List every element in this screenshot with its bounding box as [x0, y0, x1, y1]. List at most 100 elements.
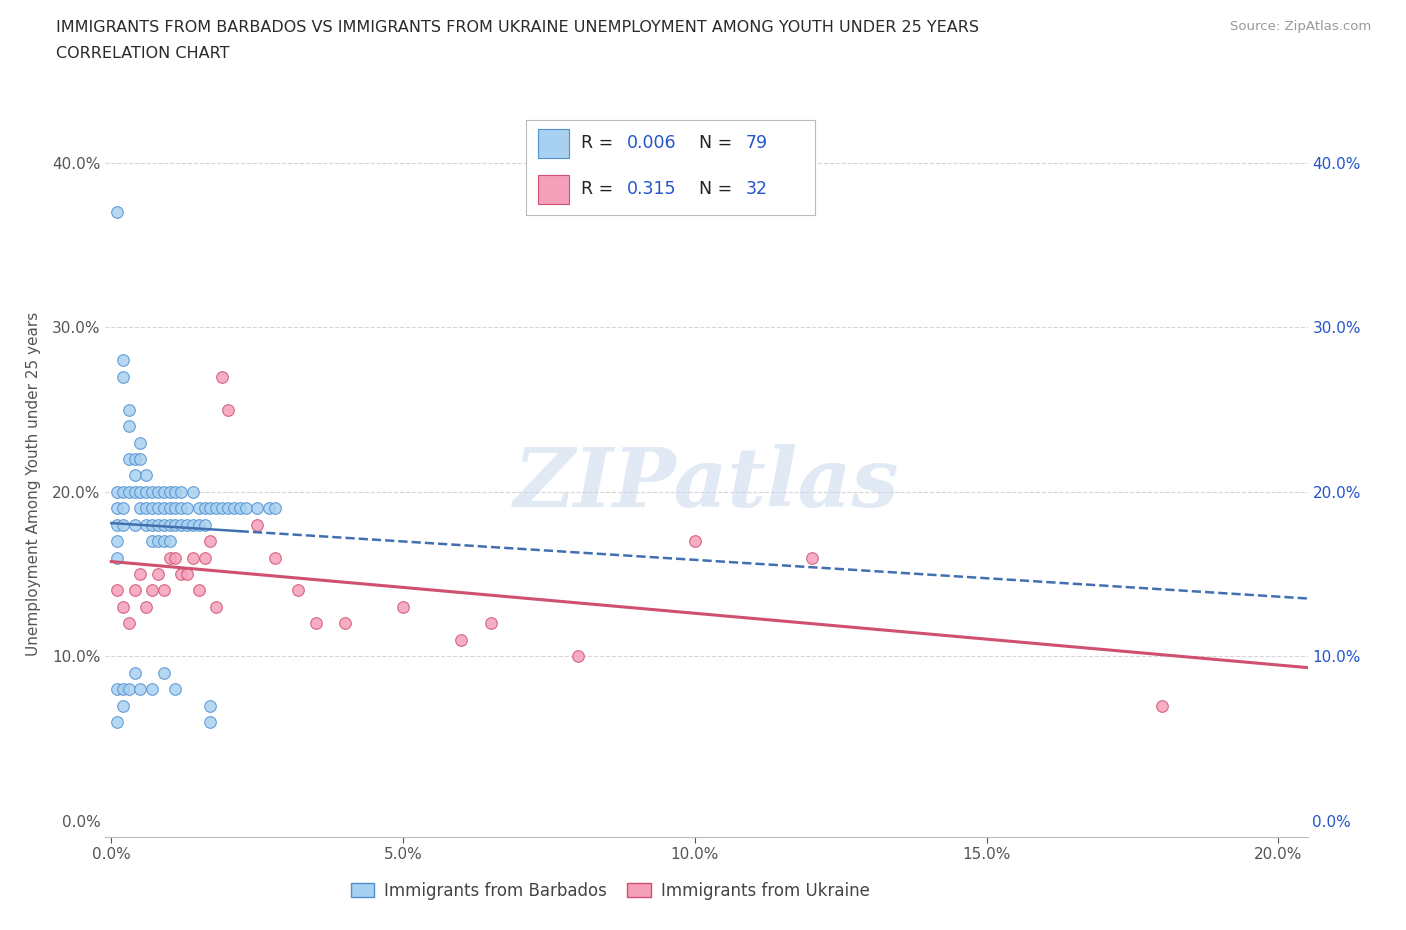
Point	[194, 551, 217, 565]
Bar	[537, 175, 569, 204]
Point	[153, 501, 176, 516]
Point	[159, 534, 181, 549]
Point	[181, 551, 204, 565]
Point	[176, 566, 198, 581]
Point	[683, 534, 706, 549]
Point	[194, 501, 217, 516]
Point	[1150, 698, 1173, 713]
Text: CORRELATION CHART: CORRELATION CHART	[56, 46, 229, 61]
Point	[105, 551, 128, 565]
Text: R =: R =	[581, 135, 619, 153]
Point	[217, 402, 239, 417]
Text: 32: 32	[745, 180, 768, 198]
Point	[205, 501, 228, 516]
Point	[141, 517, 163, 532]
Point	[111, 682, 134, 697]
Point	[246, 501, 269, 516]
Point	[135, 600, 157, 615]
Point	[124, 665, 146, 680]
Point	[159, 501, 181, 516]
Point	[211, 369, 233, 384]
Point	[170, 566, 193, 581]
Point	[153, 583, 176, 598]
Point	[159, 551, 181, 565]
Point	[105, 517, 128, 532]
Point	[170, 517, 193, 532]
Point	[170, 485, 193, 499]
Point	[135, 517, 157, 532]
Point	[118, 451, 141, 466]
Point	[200, 501, 222, 516]
Point	[159, 485, 181, 499]
Point	[118, 616, 141, 631]
Point	[118, 485, 141, 499]
Text: 0.006: 0.006	[627, 135, 676, 153]
Point	[333, 616, 356, 631]
Point	[165, 682, 187, 697]
Point	[153, 485, 176, 499]
Legend: Immigrants from Barbados, Immigrants from Ukraine: Immigrants from Barbados, Immigrants fro…	[344, 875, 876, 907]
Point	[129, 501, 152, 516]
Point	[567, 649, 589, 664]
Y-axis label: Unemployment Among Youth under 25 years: Unemployment Among Youth under 25 years	[25, 312, 41, 656]
Point	[111, 369, 134, 384]
Point	[211, 501, 233, 516]
Point	[194, 517, 217, 532]
Text: 79: 79	[745, 135, 768, 153]
Point	[257, 501, 280, 516]
Point	[111, 352, 134, 367]
Point	[800, 551, 823, 565]
Point	[450, 632, 472, 647]
Point	[141, 583, 163, 598]
Point	[187, 517, 209, 532]
Point	[287, 583, 309, 598]
Point	[153, 665, 176, 680]
Point	[135, 501, 157, 516]
Point	[129, 485, 152, 499]
Point	[141, 485, 163, 499]
Point	[124, 583, 146, 598]
Point	[263, 501, 285, 516]
Point	[181, 517, 204, 532]
Point	[228, 501, 250, 516]
Point	[181, 485, 204, 499]
Text: N =: N =	[699, 135, 738, 153]
Text: 0.315: 0.315	[627, 180, 676, 198]
Point	[129, 451, 152, 466]
Point	[111, 698, 134, 713]
Point	[304, 616, 326, 631]
Point	[118, 402, 141, 417]
Point	[146, 534, 169, 549]
Point	[205, 600, 228, 615]
Point	[124, 517, 146, 532]
Point	[129, 682, 152, 697]
Point	[222, 501, 245, 516]
Point	[200, 534, 222, 549]
Point	[392, 600, 415, 615]
Point	[135, 468, 157, 483]
Point	[124, 485, 146, 499]
Text: ZIPatlas: ZIPatlas	[513, 444, 900, 524]
Point	[153, 534, 176, 549]
Point	[141, 501, 163, 516]
Point	[105, 682, 128, 697]
Point	[146, 485, 169, 499]
Text: N =: N =	[699, 180, 738, 198]
Point	[111, 600, 134, 615]
Point	[105, 534, 128, 549]
Point	[111, 485, 134, 499]
Text: R =: R =	[581, 180, 624, 198]
Point	[105, 501, 128, 516]
Point	[165, 501, 187, 516]
Point	[479, 616, 502, 631]
Point	[200, 714, 222, 729]
Point	[129, 435, 152, 450]
Point	[217, 501, 239, 516]
Bar	[537, 129, 569, 158]
Point	[111, 501, 134, 516]
Point	[165, 551, 187, 565]
Point	[118, 418, 141, 433]
Point	[176, 517, 198, 532]
Point	[141, 534, 163, 549]
Point	[165, 485, 187, 499]
